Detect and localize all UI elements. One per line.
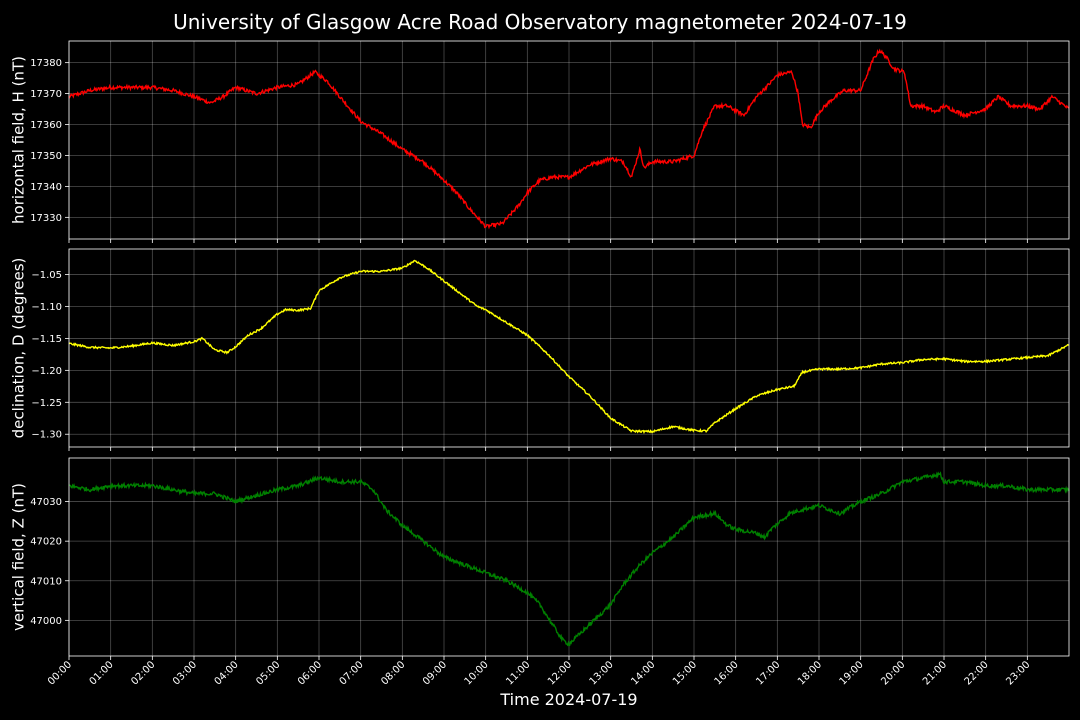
x-tick-label: 10:00 xyxy=(463,659,491,687)
x-tick-label: 20:00 xyxy=(879,659,907,687)
y-axis-label: declination, D (degrees) xyxy=(10,258,28,439)
x-tick-label: 07:00 xyxy=(338,659,366,687)
x-tick-label: 09:00 xyxy=(421,659,449,687)
x-tick-label: 15:00 xyxy=(671,659,699,687)
x-tick-label: 12:00 xyxy=(546,659,574,687)
x-tick-label: 11:00 xyxy=(504,659,532,687)
y-tick-label: −1.10 xyxy=(31,302,62,313)
x-tick-label: 02:00 xyxy=(129,659,157,687)
x-tick-label: 22:00 xyxy=(963,659,991,687)
x-tick-label: 05:00 xyxy=(254,659,282,687)
x-tick-label: 18:00 xyxy=(796,659,824,687)
y-tick-label: 47010 xyxy=(30,576,62,587)
y-tick-label: −1.20 xyxy=(31,366,62,377)
y-axis-label: horizontal field, H (nT) xyxy=(10,56,28,224)
y-tick-label: 47020 xyxy=(30,537,62,548)
y-tick-label: −1.30 xyxy=(31,430,62,441)
y-tick-label: 17380 xyxy=(30,58,62,69)
y-tick-label: 17350 xyxy=(30,151,62,162)
chart-title: University of Glasgow Acre Road Observat… xyxy=(173,10,907,34)
series-line-3 xyxy=(68,471,1070,647)
x-axis-label: Time 2024-07-19 xyxy=(500,690,638,709)
x-tick-label: 21:00 xyxy=(921,659,949,687)
x-tick-label: 19:00 xyxy=(838,659,866,687)
x-tick-label: 03:00 xyxy=(171,659,199,687)
x-tick-label: 17:00 xyxy=(754,659,782,687)
y-tick-label: −1.25 xyxy=(31,398,62,409)
y-tick-label: 47030 xyxy=(30,497,62,508)
panel-1: 17330 17340 17350 17360 17370 17380horizontal… xyxy=(10,40,1070,243)
panel-3: 47000 47010 47020 47030 00:00 01:00 02:00 03:00… xyxy=(10,457,1070,688)
y-tick-label: 47000 xyxy=(30,616,62,627)
y-axis-label: vertical field, Z (nT) xyxy=(10,483,28,631)
x-tick-label: 06:00 xyxy=(296,659,324,687)
panel-2: −1.30 −1.25 −1.20 −1.15 −1.10 −1.05declinatio… xyxy=(10,248,1070,451)
series-line-1 xyxy=(68,48,1070,230)
x-tick-label: 16:00 xyxy=(713,659,741,687)
x-tick-label: 23:00 xyxy=(1004,659,1032,687)
y-tick-label: −1.15 xyxy=(31,334,62,345)
x-tick-label: 08:00 xyxy=(379,659,407,687)
x-tick-label: 14:00 xyxy=(629,659,657,687)
y-tick-label: 17360 xyxy=(30,120,62,131)
x-tick-label: 13:00 xyxy=(588,659,616,687)
y-tick-label: −1.05 xyxy=(31,270,62,281)
x-tick-label: 00:00 xyxy=(46,659,74,687)
series-line-2 xyxy=(68,259,1070,435)
x-tick-label: 01:00 xyxy=(88,659,116,687)
x-tick-label: 04:00 xyxy=(213,659,241,687)
y-tick-label: 17340 xyxy=(30,182,62,193)
y-tick-label: 17370 xyxy=(30,89,62,100)
y-tick-label: 17330 xyxy=(30,213,62,224)
